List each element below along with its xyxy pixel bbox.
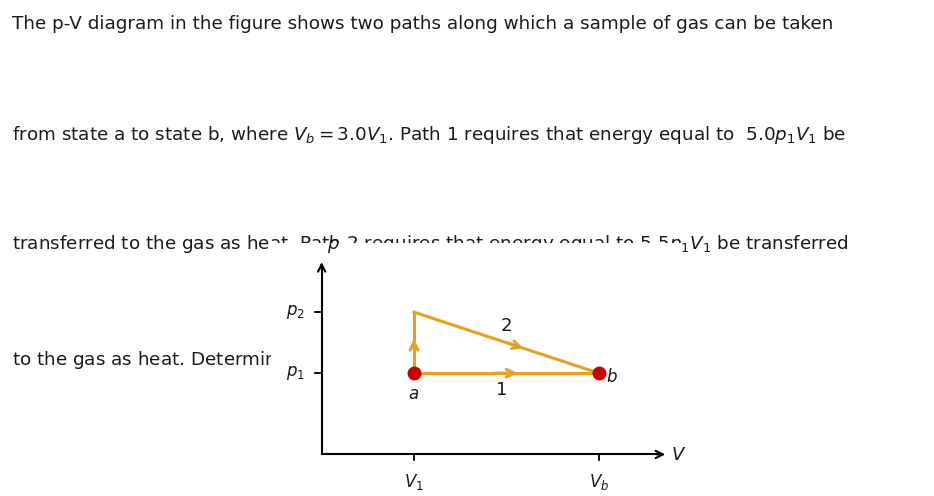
Text: $p_2$: $p_2$ [286, 303, 305, 321]
Text: $V_b$: $V_b$ [588, 472, 609, 493]
Text: $a$: $a$ [408, 384, 419, 403]
Text: transferred to the gas as heat. Path 2 requires that energy equal to $5.5p_1V_1$: transferred to the gas as heat. Path 2 r… [12, 233, 849, 255]
Text: $V$: $V$ [671, 446, 686, 464]
Text: 1: 1 [496, 381, 507, 399]
Text: $p$: $p$ [327, 237, 340, 255]
Text: to the gas as heat. Determine the ratio $\dfrac{p_2}{p_1}$.: to the gas as heat. Determine the ratio … [12, 342, 406, 380]
Text: from state a to state b, where $V_b = 3.0V_1$. Path 1 requires that energy equal: from state a to state b, where $V_b = 3.… [12, 124, 846, 146]
Text: The p-V diagram in the figure shows two paths along which a sample of gas can be: The p-V diagram in the figure shows two … [12, 15, 833, 33]
Text: $b$: $b$ [606, 368, 618, 386]
Text: 2: 2 [501, 317, 513, 335]
Text: $p_1$: $p_1$ [286, 364, 305, 382]
Text: $V_1$: $V_1$ [404, 472, 424, 493]
